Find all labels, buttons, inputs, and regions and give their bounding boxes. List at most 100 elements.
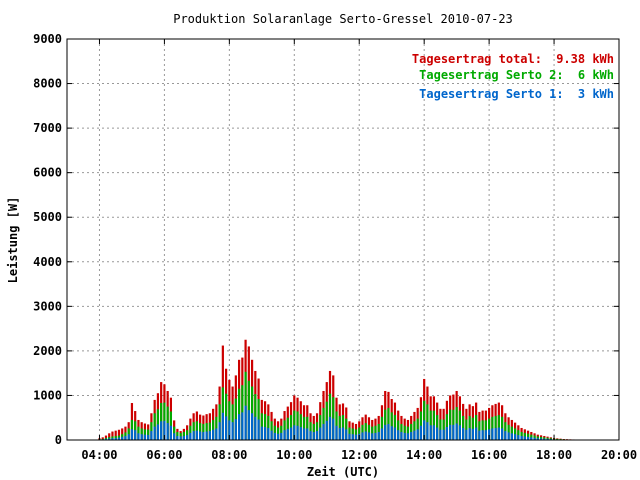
bar-serto2 [273, 425, 276, 440]
x-tick-label: 12:00 [341, 448, 377, 462]
bar-serto1 [108, 438, 111, 440]
bar-serto1 [199, 431, 202, 440]
bar-serto1 [526, 436, 530, 440]
bar-serto1 [488, 429, 491, 440]
bar-serto2 [410, 423, 413, 440]
bar-serto1 [270, 430, 273, 440]
x-tick-label: 16:00 [471, 448, 507, 462]
bar-serto1 [231, 422, 234, 440]
bar-serto1 [400, 431, 403, 440]
bar-serto1 [445, 427, 449, 440]
bar-serto2 [377, 423, 380, 440]
y-tick-label: 3000 [33, 299, 62, 313]
bar-serto1 [345, 429, 348, 440]
bar-serto1 [384, 424, 387, 440]
bar-serto1 [137, 433, 140, 440]
y-tick-label: 1000 [33, 388, 62, 402]
x-tick-label: 10:00 [276, 448, 312, 462]
bar-serto1 [419, 425, 423, 440]
bar-serto1 [533, 437, 536, 440]
ticks [67, 38, 620, 441]
bar-serto1 [208, 431, 211, 440]
bar-serto1 [501, 428, 504, 440]
bar-serto1 [397, 430, 400, 440]
bar-serto1 [104, 438, 108, 440]
bar-serto1 [280, 432, 283, 440]
legend-entry-serto1: Tagesertrag Serto 1: 3 kWh [419, 87, 614, 101]
bar-serto1 [335, 425, 338, 440]
bar-serto1 [195, 430, 198, 440]
bar-serto1 [468, 427, 471, 440]
bar-serto1 [212, 429, 215, 440]
bar-serto1 [517, 435, 520, 440]
bar-serto1 [449, 424, 452, 440]
bar-serto1 [166, 423, 169, 440]
bar-serto1 [393, 427, 397, 440]
bar-serto1 [332, 418, 335, 440]
x-tick-label: 18:00 [536, 448, 572, 462]
bar-serto1 [117, 437, 121, 440]
bar-total [111, 431, 114, 440]
bar-serto1 [416, 429, 419, 440]
bar-serto1 [478, 430, 481, 440]
bar-serto1 [153, 426, 156, 440]
bar-serto2 [364, 423, 367, 440]
bar-serto1 [221, 412, 224, 440]
bar-serto1 [452, 424, 455, 440]
bar-serto1 [328, 416, 332, 440]
bar-serto1 [442, 429, 445, 440]
bar-serto1 [315, 431, 319, 440]
bar-serto1 [299, 427, 302, 440]
y-axis-label: Leistung [W] [6, 197, 20, 284]
legend-entry-total: Tagesertrag total: 9.38 kWh [412, 52, 614, 66]
bar-serto2 [367, 424, 371, 440]
bar-serto1 [186, 435, 189, 440]
bar-serto1 [163, 420, 166, 440]
bar-serto1 [481, 430, 484, 440]
bar-serto2 [400, 423, 403, 440]
bar-total [117, 429, 121, 440]
bar-serto1 [465, 429, 468, 440]
y-tick-label: 8000 [33, 77, 62, 91]
y-tick-label: 5000 [33, 210, 62, 224]
bars [98, 339, 588, 441]
bar-serto1 [143, 434, 147, 440]
bar-serto1 [387, 423, 390, 440]
bar-serto1 [325, 420, 328, 440]
y-tick-label: 7000 [33, 121, 62, 135]
bar-serto1 [169, 425, 173, 440]
legend-value-serto2: 6 kWh [578, 68, 614, 82]
bar-serto1 [111, 438, 114, 440]
y-tick-label: 4000 [33, 255, 62, 269]
x-axis-label: Zeit (UTC) [307, 465, 379, 479]
bar-serto1 [455, 423, 458, 440]
bar-serto1 [439, 429, 442, 440]
plot-frame [66, 38, 620, 441]
x-tick-label: 04:00 [81, 448, 117, 462]
bar-serto1 [289, 427, 293, 440]
bar-serto1 [237, 414, 241, 440]
bar-serto1 [523, 436, 526, 440]
bar-serto1 [241, 412, 244, 440]
bar-serto2 [507, 424, 510, 440]
bar-serto1 [354, 434, 358, 440]
bar-serto1 [520, 435, 523, 440]
bar-serto1 [189, 432, 192, 440]
bar-serto1 [319, 427, 322, 440]
bar-serto1 [507, 432, 510, 440]
bar-serto1 [364, 431, 367, 440]
bar-serto1 [228, 420, 231, 440]
legend-label-serto2: Tagesertrag Serto 2: [419, 68, 564, 82]
bar-serto1 [429, 425, 432, 440]
bar-serto2 [371, 426, 374, 440]
bar-serto1 [173, 433, 176, 440]
bar-serto1 [250, 413, 254, 440]
bar-serto1 [410, 431, 413, 440]
bar-serto1 [348, 433, 351, 440]
bar-serto1 [276, 433, 280, 440]
bar-serto1 [160, 421, 163, 440]
bar-serto1 [546, 438, 549, 440]
y-tick-label: 9000 [33, 32, 62, 46]
bar-serto2 [309, 422, 312, 440]
bar-serto2 [199, 423, 202, 440]
